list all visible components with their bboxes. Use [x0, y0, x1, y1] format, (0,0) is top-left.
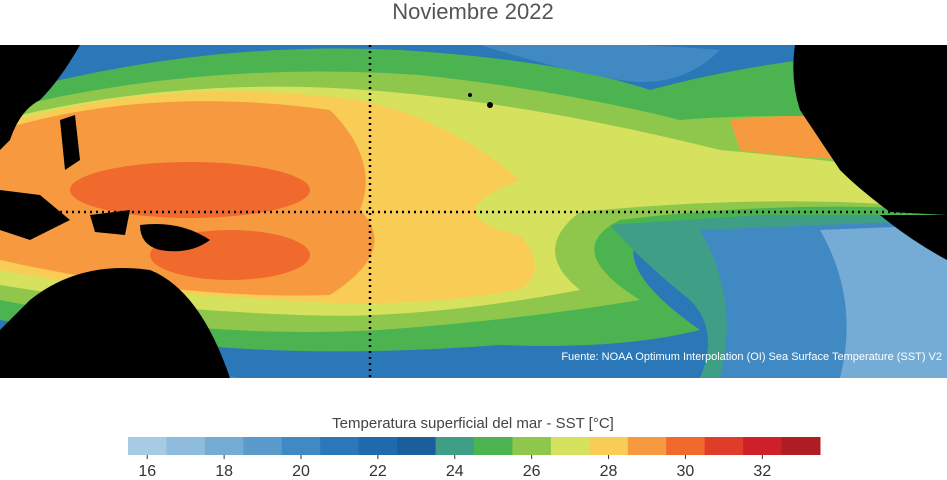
color-swatch: [281, 437, 321, 455]
land: [0, 45, 947, 378]
tick-label: 26: [523, 463, 541, 480]
sst-map: Fuente: NOAA Optimum Interpolation (OI) …: [0, 45, 947, 378]
color-swatch: [627, 437, 667, 455]
colorbar-label: Temperatura superficial del mar - SST [°…: [332, 415, 614, 432]
tick-label: 22: [369, 463, 387, 480]
color-swatch: [704, 437, 744, 455]
tick-label: 30: [677, 463, 695, 480]
color-swatch: [166, 437, 206, 455]
color-swatch: [743, 437, 783, 455]
color-swatch: [397, 437, 437, 455]
color-swatch: [512, 437, 552, 455]
tick-label: 24: [446, 463, 464, 480]
color-swatch: [550, 437, 590, 455]
color-swatch: [781, 437, 821, 455]
color-swatch: [243, 437, 283, 455]
color-swatch: [204, 437, 244, 455]
color-swatch: [358, 437, 398, 455]
color-swatch: [589, 437, 629, 455]
color-swatch: [128, 437, 167, 455]
color-swatch: [666, 437, 706, 455]
tick-label: 20: [292, 463, 310, 480]
map-title: Noviembre 2022: [392, 0, 553, 24]
source-note: Fuente: NOAA Optimum Interpolation (OI) …: [561, 351, 942, 363]
color-swatch: [474, 437, 513, 455]
tick-label: 32: [753, 463, 771, 480]
color-swatch: [435, 437, 475, 455]
tick-label: 28: [600, 463, 618, 480]
colorbar: 16 18 20 22 24 26 28 30 32: [128, 437, 821, 480]
tick-label: 18: [215, 463, 233, 480]
tick-label: 16: [138, 463, 156, 480]
color-swatch: [320, 437, 360, 455]
